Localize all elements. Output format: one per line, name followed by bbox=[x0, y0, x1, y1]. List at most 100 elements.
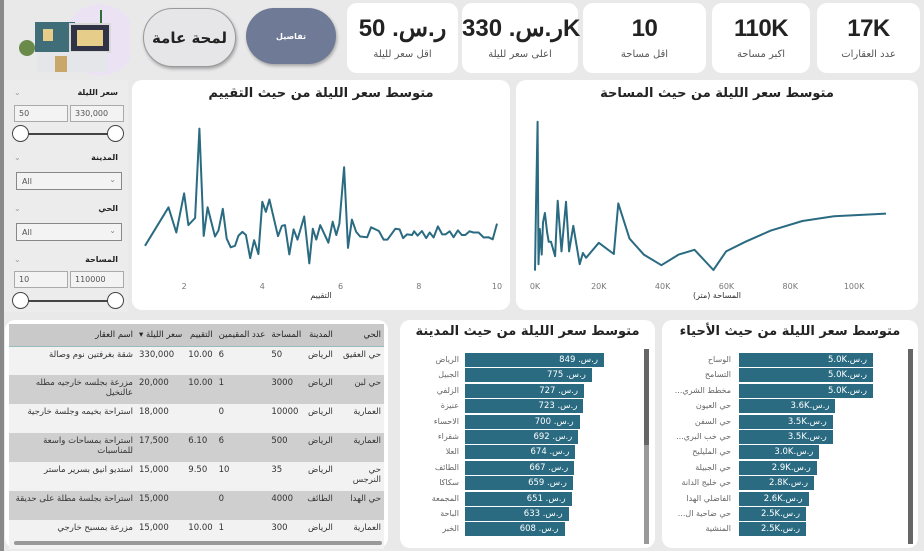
chart-title: متوسط سعر الليلة من حيث التقييم bbox=[208, 86, 434, 101]
district-filter-header[interactable]: الحي ⌄ bbox=[14, 204, 118, 213]
details-button[interactable]: تفاصيل bbox=[246, 8, 336, 64]
slider-max-handle[interactable] bbox=[107, 125, 124, 142]
area-slider[interactable] bbox=[12, 292, 124, 309]
series-line[interactable] bbox=[534, 120, 887, 271]
slider-min-handle[interactable] bbox=[12, 125, 29, 142]
bar[interactable]: ر.س. 651 bbox=[465, 491, 572, 506]
table-cell: 0 bbox=[215, 404, 269, 433]
vertical-scrollbar[interactable] bbox=[908, 349, 913, 544]
table-row[interactable]: حي لبن الرياض 3000 1 10.00 20,000 مزرعة بجلسه … bbox=[9, 375, 384, 404]
bar-value-label: ر.س.5.0K bbox=[828, 370, 867, 381]
slider-max-handle[interactable] bbox=[107, 292, 124, 309]
bar[interactable]: ر.س. 849 bbox=[465, 353, 604, 367]
column-header[interactable]: اسم العقار bbox=[9, 324, 136, 347]
bar[interactable]: ر.س.3.5K bbox=[739, 414, 833, 429]
city-filter-header[interactable]: المدينة ⌄ bbox=[14, 153, 118, 162]
horizontal-scrollbar[interactable] bbox=[14, 541, 382, 545]
table-cell: 9.50 bbox=[185, 462, 216, 491]
bar[interactable]: ر.س.2.5K bbox=[739, 507, 806, 521]
column-header[interactable]: الحي bbox=[335, 324, 384, 347]
table-cell: 20,000 bbox=[136, 375, 186, 404]
area-filter-label: المساحة bbox=[85, 255, 118, 264]
filter-panel: سعر الليلة ⌄ 50 330,000 المدينة ⌄ All ⌄ الح… bbox=[4, 80, 128, 312]
bar[interactable]: ر.س. 727 bbox=[465, 383, 585, 398]
x-tick-label: 4 bbox=[260, 282, 265, 291]
area-filter-header[interactable]: المساحة ⌄ bbox=[14, 255, 118, 264]
bar[interactable]: ر.س.3.5K bbox=[739, 430, 833, 444]
city-dropdown[interactable]: All ⌄ bbox=[16, 172, 122, 190]
bar[interactable]: ر.س.3.6K bbox=[739, 399, 836, 414]
table-cell: الطائف bbox=[304, 491, 336, 520]
chart-title: متوسط سعر الليلة من حيث المساحة bbox=[600, 86, 834, 101]
district-dropdown[interactable]: All ⌄ bbox=[16, 223, 122, 241]
table-cell: حي لبن bbox=[335, 375, 384, 404]
bar[interactable]: ر.س. 723 bbox=[465, 399, 584, 414]
table-cell: حي النرجس bbox=[335, 462, 384, 491]
table-cell bbox=[185, 404, 216, 433]
column-header[interactable]: سعر الليلة ▾ bbox=[136, 324, 186, 347]
slider-min-handle[interactable] bbox=[12, 292, 29, 309]
table-cell: العمارية bbox=[335, 433, 384, 462]
kpi-label: اكبر مساحة bbox=[736, 49, 786, 60]
price-max-input[interactable]: 330,000 bbox=[70, 105, 124, 122]
bar[interactable]: ر.س. 700 bbox=[465, 414, 580, 429]
bar[interactable]: ر.س.2.6K bbox=[739, 491, 809, 506]
bar[interactable]: ر.س. 775 bbox=[465, 368, 592, 383]
bar-category-label: الفاضلي الهدا bbox=[686, 493, 731, 503]
bar-value-label: ر.س. 727 bbox=[539, 385, 579, 396]
area-max-input[interactable]: 110000 bbox=[70, 271, 124, 288]
table-cell: 15,000 bbox=[136, 462, 186, 491]
series-line[interactable] bbox=[144, 127, 498, 265]
sort-descending-icon[interactable]: ▾ bbox=[139, 329, 146, 340]
table-cell: شقة بغرفتين نوم وصالة bbox=[9, 346, 136, 375]
bar[interactable]: ر.س.2.8K bbox=[739, 476, 815, 491]
price-min-input[interactable]: 50 bbox=[14, 105, 68, 122]
price-slider[interactable] bbox=[12, 125, 124, 142]
scrollbar-thumb[interactable] bbox=[644, 349, 649, 445]
column-header[interactable]: التقييم bbox=[185, 324, 216, 347]
x-tick-label: 10 bbox=[492, 282, 502, 291]
table-cell: 15,000 bbox=[136, 491, 186, 520]
table-row[interactable]: العمارية الرياض 500 6 6.10 17,500 استراحة بمسا… bbox=[9, 433, 384, 462]
chevron-down-icon[interactable]: ⌄ bbox=[14, 153, 21, 162]
table-cell: 6 bbox=[215, 433, 269, 462]
table-cell: استراحة بجلسة مطلة على حديقة bbox=[9, 491, 136, 520]
bar[interactable]: ر.س. 608 bbox=[465, 522, 565, 537]
column-header[interactable]: عدد المقيمين bbox=[215, 324, 269, 347]
bar[interactable]: ر.س.3.0K bbox=[739, 445, 820, 460]
bar[interactable]: ر.س.5.0K bbox=[739, 383, 873, 398]
table-cell: 4000 bbox=[268, 491, 305, 520]
table-row[interactable]: العمارية الرياض 10000 0 18,000 استراحة بخيمه … bbox=[9, 404, 384, 433]
price-filter-header[interactable]: سعر الليلة ⌄ bbox=[14, 88, 118, 97]
vertical-scrollbar[interactable] bbox=[644, 349, 649, 544]
table-row[interactable]: حي العقيق الرياض 50 6 10.00 330,000 شقة بغرفتي… bbox=[9, 346, 384, 375]
bar-value-label: ر.س.5.0K bbox=[828, 385, 867, 396]
bar[interactable]: ر.س. 692 bbox=[465, 430, 579, 444]
bar[interactable]: ر.س. 659 bbox=[465, 476, 573, 491]
bar-category-label: الجبيل bbox=[438, 370, 459, 380]
bar[interactable]: ر.س. 674 bbox=[465, 445, 576, 460]
bar[interactable]: ر.س.2.5K bbox=[739, 522, 806, 537]
bar-category-label: المجمعة bbox=[431, 493, 459, 503]
bar[interactable]: ر.س.5.0K bbox=[739, 368, 873, 383]
column-header[interactable]: المدينة bbox=[304, 324, 336, 347]
table-row[interactable]: حي النرجس الرياض 35 10 9.50 15,000 استديو انيق… bbox=[9, 462, 384, 491]
table-row[interactable]: حي الهدا الطائف 4000 0 15,000 استراحة بجلسة م… bbox=[9, 491, 384, 520]
bar-value-label: ر.س. 608 bbox=[519, 524, 559, 535]
chevron-down-icon[interactable]: ⌄ bbox=[14, 88, 21, 97]
chart-title: متوسط سعر الليلة من حيث المدينة bbox=[415, 324, 640, 339]
chevron-down-icon[interactable]: ⌄ bbox=[14, 255, 21, 264]
table-cell: 500 bbox=[268, 433, 305, 462]
bar[interactable]: ر.س. 633 bbox=[465, 507, 569, 521]
area-min-input[interactable]: 10 bbox=[14, 271, 68, 288]
bar[interactable]: ر.س.2.9K bbox=[739, 460, 817, 475]
price-filter-label: سعر الليلة bbox=[77, 88, 118, 97]
bar-category-label: حي خليج الدانة bbox=[681, 478, 731, 488]
x-tick-label: 0K bbox=[530, 282, 541, 291]
column-header[interactable]: المساحة bbox=[268, 324, 305, 347]
overview-button[interactable]: لمحة عامة bbox=[143, 8, 236, 67]
kpi-value: 10 bbox=[631, 15, 658, 42]
bar[interactable]: ر.س. 667 bbox=[465, 460, 575, 475]
chevron-down-icon[interactable]: ⌄ bbox=[14, 204, 21, 213]
bar[interactable]: ر.س.5.0K bbox=[739, 353, 873, 367]
